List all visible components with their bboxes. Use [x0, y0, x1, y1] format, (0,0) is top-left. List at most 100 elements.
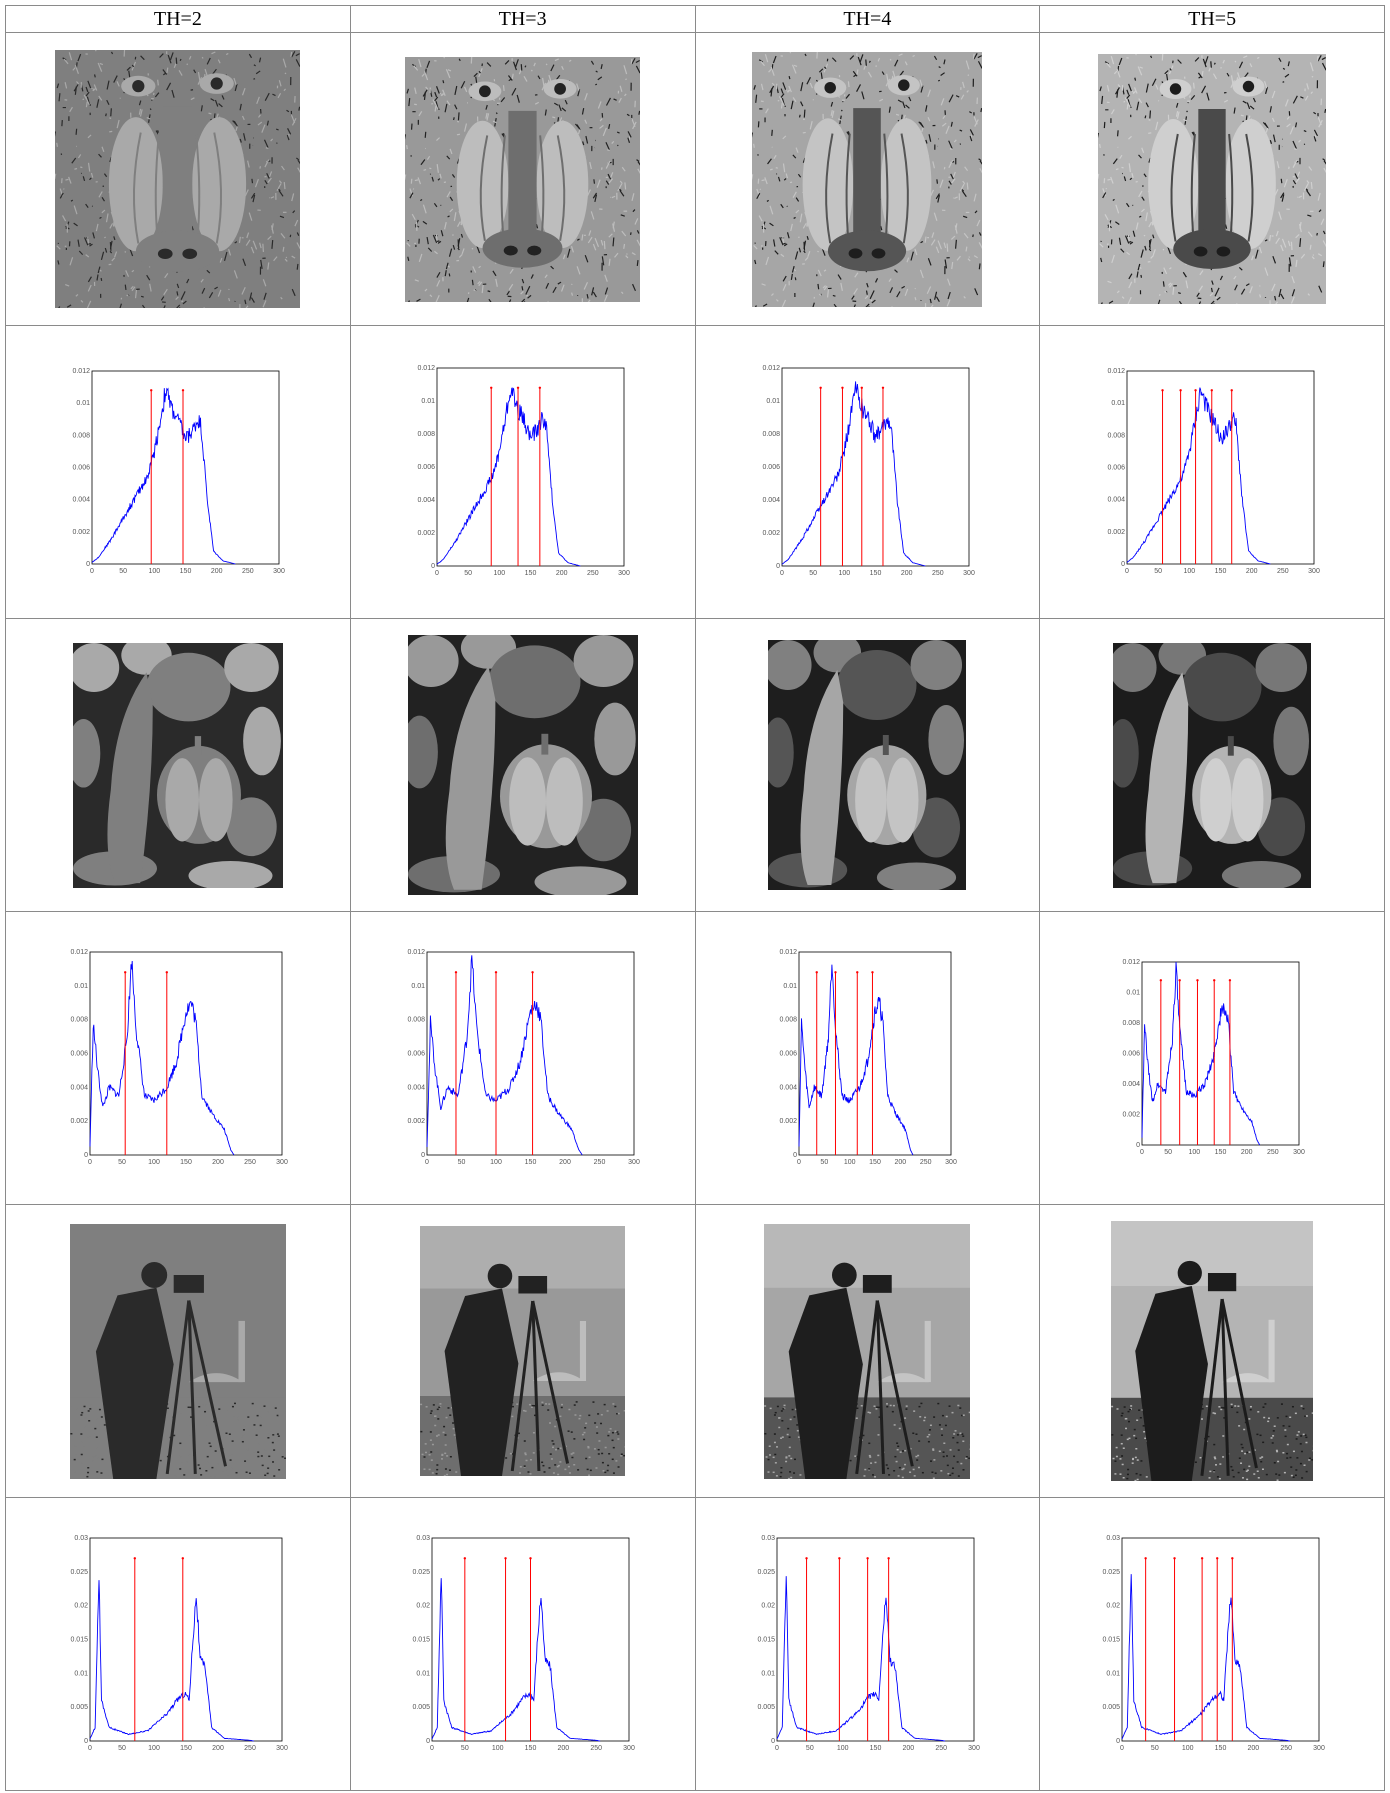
mandrill-thumbnail-th5	[1098, 54, 1327, 304]
threshold-marker	[1210, 388, 1213, 391]
x-tick-label: 200	[1247, 1745, 1259, 1752]
cameraman-histogram-th2: 0 50 100 150 200 250 300 0 0.005 0.01 0.015 0.02 0.0…	[70, 1535, 287, 1752]
y-tick-label: 0.004	[418, 497, 436, 504]
x-tick-label: 250	[1277, 568, 1289, 575]
header-row: TH=2 TH=3 TH=4 TH=5	[5, 5, 1385, 33]
x-tick-label: 100	[148, 1745, 160, 1752]
threshold-marker	[1228, 978, 1231, 981]
threshold-marker	[123, 970, 127, 973]
peppers-histogram-th3: 0 50 100 150 200 250 300 0 0.002 0.004 0.006 0.008 0…	[408, 949, 640, 1166]
threshold-marker	[834, 970, 838, 973]
plot-axes	[1141, 961, 1300, 1145]
y-tick-label: 0.02	[1106, 1602, 1120, 1609]
cameraman-histogram-th4: 0 50 100 150 200 250 300 0 0.005 0.01 0.015 0.02 0.0…	[757, 1535, 979, 1752]
x-tick-label: 250	[244, 1745, 256, 1752]
y-tick-label: 0.012	[408, 949, 426, 956]
threshold-marker	[819, 386, 822, 389]
x-tick-label: 300	[274, 568, 286, 575]
y-tick-label: 0.012	[780, 949, 798, 956]
y-tick-label: 0.002	[408, 1118, 426, 1125]
x-tick-label: 300	[1293, 1149, 1305, 1156]
x-tick-label: 0	[775, 1745, 779, 1752]
cameraman-thumbnail-th3	[420, 1226, 626, 1476]
threshold-marker	[871, 970, 875, 973]
y-tick-label: 0.006	[73, 464, 91, 471]
y-tick-label: 0.01	[761, 1670, 775, 1677]
threshold-marker	[490, 386, 493, 389]
x-tick-label: 300	[628, 1159, 640, 1166]
mandrill-histogram-th2: 0 50 100 150 200 250 300 0 0.002 0.004 0.006 0.008 0…	[73, 368, 286, 575]
x-tick-label: 100	[844, 1159, 856, 1166]
x-tick-label: 50	[1164, 1149, 1172, 1156]
threshold-marker	[1230, 1556, 1234, 1559]
y-tick-label: 0.002	[1107, 528, 1125, 535]
x-tick-label: 100	[492, 1745, 504, 1752]
x-tick-label: 300	[1308, 568, 1320, 575]
cameraman-thumbnail-th2	[69, 1223, 286, 1479]
x-tick-label: 100	[837, 1745, 849, 1752]
x-tick-label: 150	[180, 1159, 192, 1166]
cameraman-histogram-th3: 0 50 100 150 200 250 300 0 0.005 0.01 0.015 0.02 0.0…	[413, 1535, 635, 1752]
x-tick-label: 50	[806, 1745, 814, 1752]
threshold-marker	[1212, 978, 1216, 981]
threshold-marker	[1172, 1556, 1176, 1559]
x-tick-label: 300	[1313, 1745, 1325, 1752]
x-tick-label: 0	[780, 570, 784, 577]
x-tick-label: 250	[242, 568, 254, 575]
x-tick-label: 200	[902, 1745, 914, 1752]
threshold-marker	[454, 970, 458, 973]
x-tick-label: 200	[556, 570, 568, 577]
threshold-marker	[1195, 978, 1199, 981]
plot-axes	[781, 367, 970, 567]
threshold-marker	[805, 1556, 808, 1559]
y-tick-label: 0.02	[761, 1602, 775, 1609]
y-tick-label: 0.01	[74, 1670, 88, 1677]
y-tick-label: 0.004	[780, 1084, 798, 1091]
x-tick-label: 50	[120, 568, 128, 575]
x-tick-label: 50	[118, 1745, 126, 1752]
mandrill-histogram-th5: 0 50 100 150 200 250 300 0 0.002 0.004 0.006 0.008 0…	[1107, 368, 1320, 575]
y-tick-label: 0.03	[74, 1535, 88, 1542]
y-tick-label: 0.012	[70, 949, 88, 956]
y-tick-label: 0.01	[1126, 989, 1140, 996]
y-tick-label: 0.012	[1122, 959, 1140, 966]
y-tick-label: 0.025	[757, 1568, 775, 1575]
row-cameraman-histograms: 0 50 100 150 200 250 300 0 0.005 0.01 0.015 0.02 0.0…	[5, 1497, 1385, 1791]
x-tick-label: 300	[946, 1159, 958, 1166]
threshold-marker	[504, 1556, 507, 1559]
threshold-marker	[165, 970, 168, 973]
x-tick-label: 0	[1140, 1149, 1144, 1156]
x-tick-label: 200	[211, 568, 223, 575]
y-tick-label: 0.01	[417, 1670, 431, 1677]
y-tick-label: 0.008	[780, 1016, 798, 1023]
x-tick-label: 250	[587, 570, 599, 577]
threshold-marker	[531, 970, 534, 973]
histogram-line	[798, 964, 914, 1155]
y-tick-label: 0.005	[413, 1704, 431, 1711]
threshold-marker	[887, 1556, 890, 1559]
threshold-marker	[860, 386, 863, 389]
x-tick-label: 0	[435, 570, 439, 577]
x-tick-label: 200	[895, 1159, 907, 1166]
peppers-histogram-th2: 0 50 100 150 200 250 300 0 0.002 0.004 0.006 0.008 0…	[70, 949, 287, 1166]
x-tick-label: 0	[88, 1159, 92, 1166]
y-tick-label: 0	[771, 1738, 775, 1745]
y-tick-label: 0.004	[70, 1084, 88, 1091]
histogram-line	[781, 381, 926, 567]
x-tick-label: 200	[559, 1159, 571, 1166]
y-tick-label: 0.004	[762, 497, 780, 504]
histogram-line	[426, 954, 583, 1155]
x-tick-label: 50	[461, 1745, 469, 1752]
y-tick-label: 0.006	[70, 1050, 88, 1057]
y-tick-label: 0.012	[762, 365, 780, 372]
y-tick-label: 0.006	[762, 464, 780, 471]
y-tick-label: 0.03	[1106, 1535, 1120, 1542]
threshold-marker	[1159, 978, 1162, 981]
peppers-histogram-th5: 0 50 100 150 200 250 300 0 0.002 0.004 0.006 0.008 0…	[1122, 959, 1305, 1156]
y-tick-label: 0.015	[413, 1636, 431, 1643]
x-tick-label: 150	[1214, 1149, 1226, 1156]
threshold-marker	[538, 386, 542, 389]
x-tick-label: 150	[180, 1745, 192, 1752]
threshold-marker	[150, 388, 153, 391]
y-tick-label: 0	[1136, 1142, 1140, 1149]
